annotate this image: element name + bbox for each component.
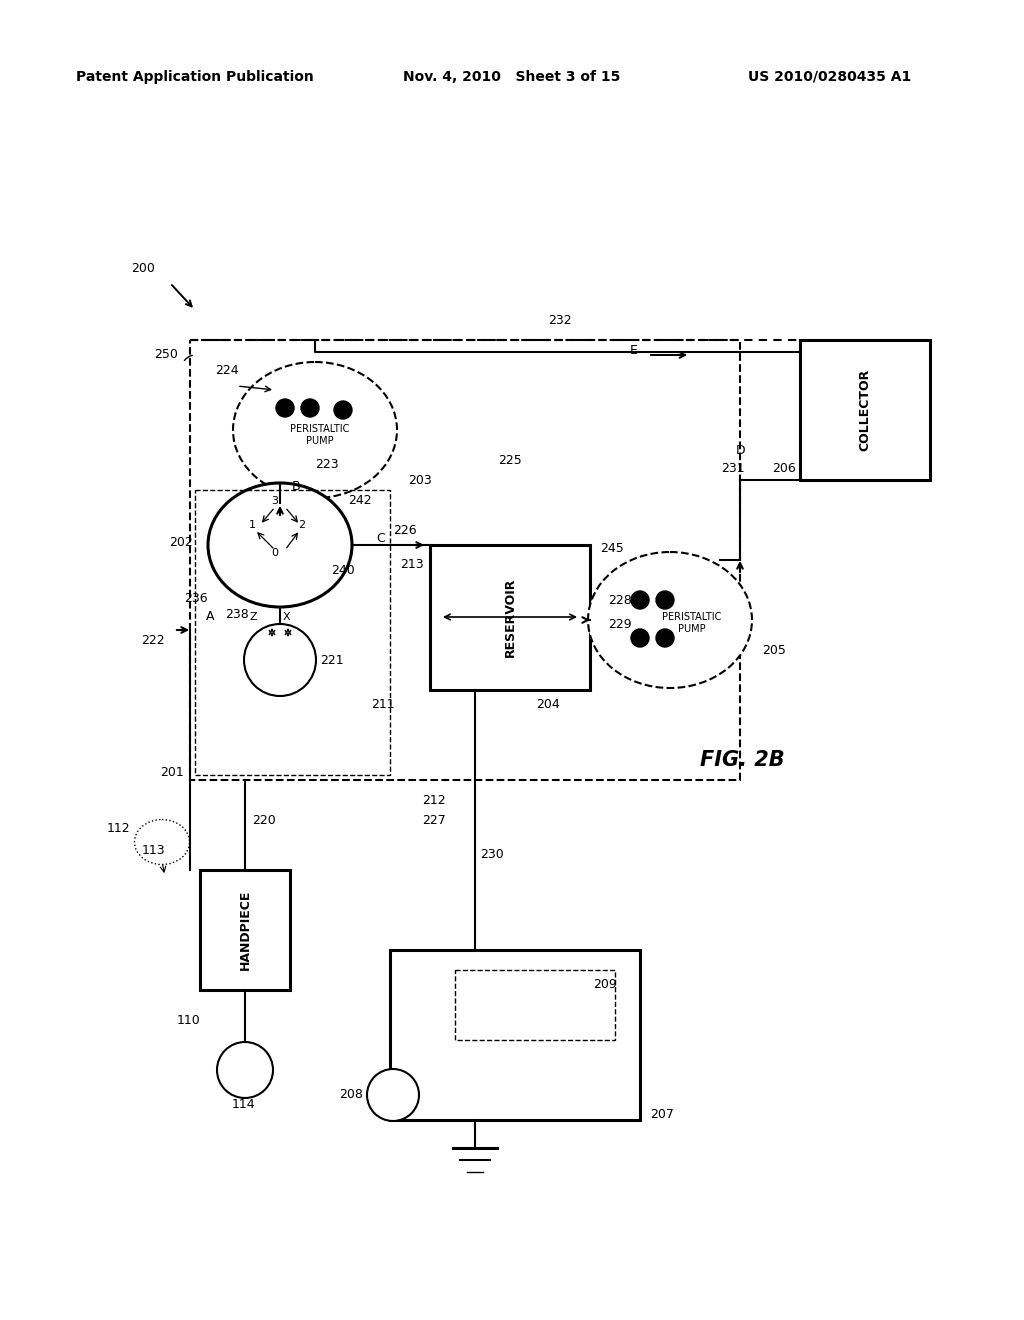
- Circle shape: [334, 401, 352, 418]
- Text: 200: 200: [131, 261, 155, 275]
- Text: 224: 224: [215, 363, 239, 376]
- Circle shape: [631, 591, 649, 609]
- Text: 232: 232: [548, 314, 571, 326]
- Text: 240: 240: [331, 564, 355, 577]
- Text: 211: 211: [372, 698, 395, 711]
- Text: Nov. 4, 2010   Sheet 3 of 15: Nov. 4, 2010 Sheet 3 of 15: [403, 70, 621, 84]
- Text: 3: 3: [271, 496, 279, 506]
- Text: 208: 208: [339, 1089, 362, 1101]
- Text: PERISTALTIC
PUMP: PERISTALTIC PUMP: [291, 424, 349, 446]
- Text: 223: 223: [315, 458, 339, 471]
- Text: 230: 230: [480, 849, 504, 862]
- Text: 203: 203: [409, 474, 432, 487]
- Text: RESERVOIR: RESERVOIR: [504, 577, 516, 656]
- Text: 245: 245: [600, 541, 624, 554]
- Text: 222: 222: [141, 634, 165, 647]
- Text: US 2010/0280435 A1: US 2010/0280435 A1: [749, 70, 911, 84]
- Text: 228: 228: [608, 594, 632, 606]
- Text: 250: 250: [155, 348, 178, 362]
- Polygon shape: [200, 870, 290, 990]
- Text: 110: 110: [176, 1014, 200, 1027]
- Circle shape: [631, 630, 649, 647]
- Polygon shape: [430, 545, 590, 690]
- Text: 212: 212: [422, 793, 445, 807]
- Circle shape: [367, 1069, 419, 1121]
- Text: COLLECTOR: COLLECTOR: [858, 368, 871, 451]
- Text: 201: 201: [160, 767, 184, 780]
- Ellipse shape: [208, 483, 352, 607]
- Ellipse shape: [233, 362, 397, 498]
- Circle shape: [276, 399, 294, 417]
- Text: 1: 1: [249, 520, 256, 531]
- Text: 2: 2: [298, 520, 305, 531]
- Text: 227: 227: [422, 813, 445, 826]
- Text: Patent Application Publication: Patent Application Publication: [76, 70, 314, 84]
- Text: 205: 205: [762, 644, 785, 656]
- Text: 220: 220: [252, 813, 275, 826]
- Text: 206: 206: [772, 462, 796, 474]
- Text: 202: 202: [169, 536, 193, 549]
- Text: 229: 229: [608, 619, 632, 631]
- Ellipse shape: [588, 552, 752, 688]
- Text: C: C: [376, 532, 385, 544]
- Polygon shape: [800, 341, 930, 480]
- Text: HANDPIECE: HANDPIECE: [239, 890, 252, 970]
- Text: 231: 231: [721, 462, 745, 474]
- Text: PERISTALTIC
PUMP: PERISTALTIC PUMP: [663, 612, 722, 634]
- Text: A: A: [206, 610, 214, 623]
- Circle shape: [656, 630, 674, 647]
- Text: 204: 204: [536, 698, 560, 711]
- Text: 114: 114: [231, 1098, 255, 1111]
- Text: 213: 213: [400, 558, 424, 572]
- Text: B: B: [292, 480, 301, 494]
- Text: Z: Z: [250, 612, 257, 622]
- Text: 238: 238: [225, 609, 249, 622]
- Text: 242: 242: [348, 494, 372, 507]
- Text: 0: 0: [271, 548, 279, 558]
- Circle shape: [301, 399, 319, 417]
- Text: 113: 113: [141, 843, 165, 857]
- Text: 207: 207: [650, 1109, 674, 1122]
- Circle shape: [217, 1041, 273, 1098]
- Text: 221: 221: [319, 653, 344, 667]
- Circle shape: [656, 591, 674, 609]
- Text: FIG. 2B: FIG. 2B: [700, 750, 784, 770]
- Text: 236: 236: [184, 591, 208, 605]
- Text: E: E: [630, 343, 638, 356]
- Text: 209: 209: [593, 978, 617, 991]
- Text: X: X: [283, 612, 291, 622]
- Text: D: D: [735, 444, 745, 457]
- Text: 226: 226: [393, 524, 417, 536]
- Text: 225: 225: [498, 454, 522, 466]
- Text: 112: 112: [106, 821, 130, 834]
- Circle shape: [244, 624, 316, 696]
